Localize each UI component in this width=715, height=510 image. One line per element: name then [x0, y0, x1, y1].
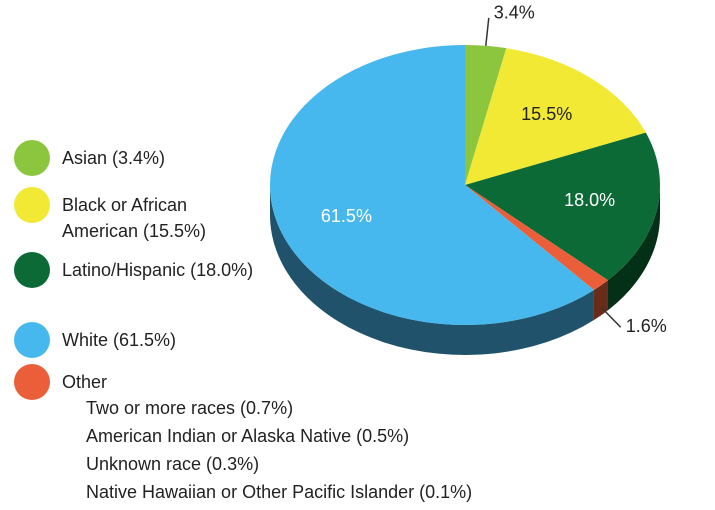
leader-line — [485, 17, 490, 46]
legend-sub-label: Native Hawaiian or Other Pacific Islande… — [86, 482, 473, 502]
slice — [465, 48, 646, 185]
legend-label: Black or African American (15.5%) — [62, 195, 207, 241]
data-label: 1.6% — [626, 316, 667, 336]
slice — [465, 45, 507, 185]
slice-side — [270, 185, 594, 355]
leader-line — [600, 306, 622, 328]
data-label: 3.4% — [494, 3, 535, 23]
slice-side — [607, 185, 660, 311]
slice — [465, 132, 660, 281]
slice — [270, 45, 594, 325]
legend-item: Asian (3.4%) — [14, 140, 257, 176]
legend-item: Other — [14, 364, 257, 400]
legend-swatch — [14, 252, 50, 288]
legend-label: Other — [62, 372, 108, 392]
legend-swatch — [14, 322, 50, 358]
legend-sub-label: Two or more races (0.7%) — [86, 398, 294, 418]
data-label: 15.5% — [521, 104, 572, 124]
legend-item: Black or African American (15.5%) — [14, 187, 257, 244]
legend-item: Latino/Hispanic (18.0%) — [14, 252, 257, 288]
legend-sub-label: American Indian or Alaska Native (0.5%) — [86, 426, 410, 446]
data-label: 61.5% — [321, 206, 372, 226]
data-label: 18.0% — [564, 190, 615, 210]
legend-item: White (61.5%) — [14, 322, 257, 358]
legend-label: Asian (3.4%) — [62, 148, 166, 168]
legend-sub-label: Unknown race (0.3%) — [86, 454, 260, 474]
legend-label: Latino/Hispanic (18.0%) — [62, 260, 254, 280]
legend-label: White (61.5%) — [62, 330, 177, 350]
legend-swatch — [14, 140, 50, 176]
slice — [465, 185, 608, 291]
legend-swatch — [14, 364, 50, 400]
legend-swatch — [14, 187, 50, 223]
